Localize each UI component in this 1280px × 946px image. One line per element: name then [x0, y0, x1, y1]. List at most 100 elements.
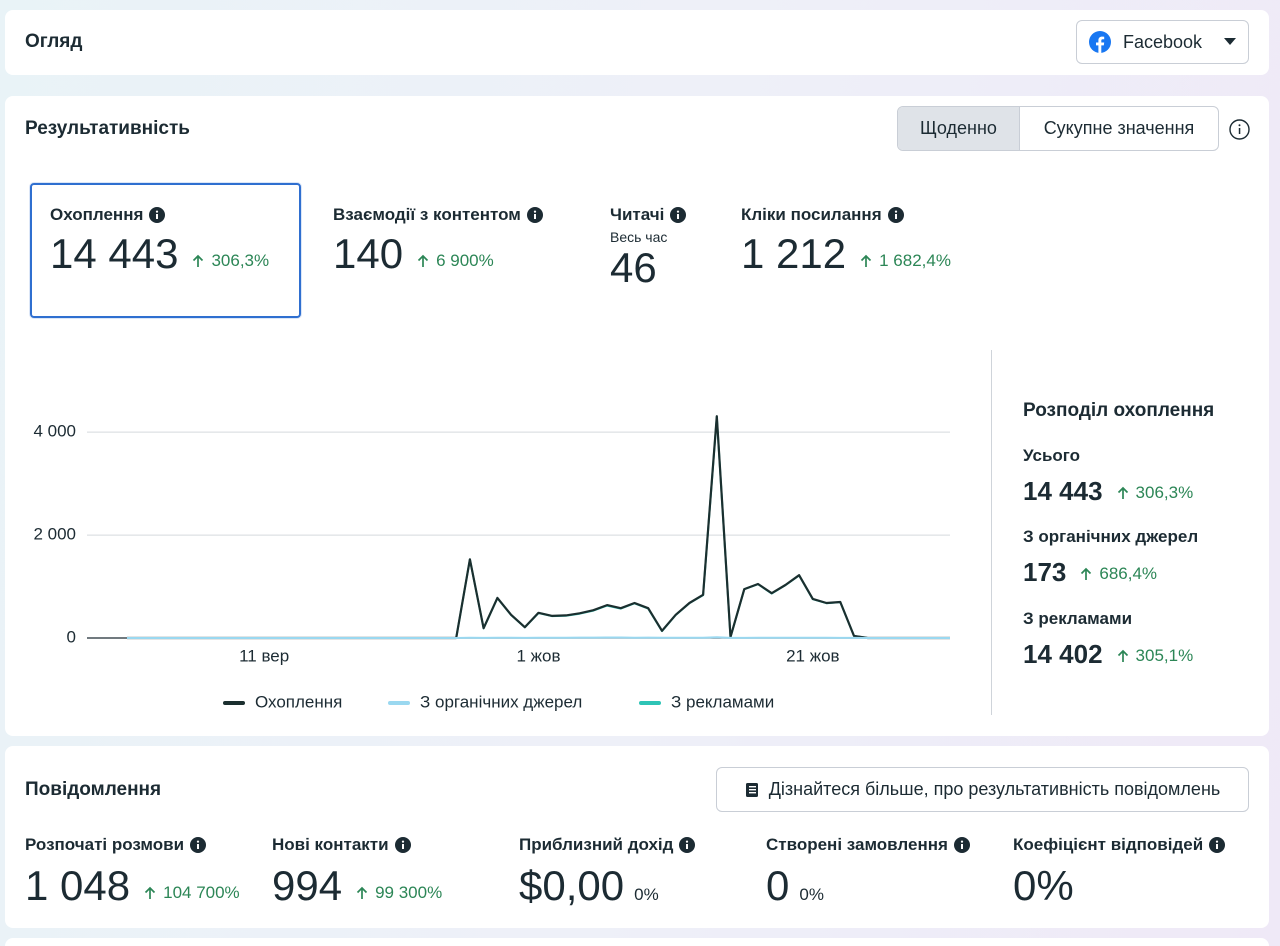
breakdown-item: Усього 14 443 306,3% [1023, 445, 1193, 507]
change-text: 305,1% [1135, 646, 1194, 665]
metric-change: 306,3% [192, 251, 269, 271]
metric-change: 0% [634, 885, 659, 904]
info-icon [954, 837, 970, 853]
breakdown-item: З рекламами 14 402 305,1% [1023, 608, 1193, 670]
metric-change: 1 682,4% [860, 251, 951, 271]
caret [1224, 38, 1237, 45]
book-icon [745, 782, 758, 797]
platform-name: Facebook [1123, 31, 1203, 52]
learn-more-button[interactable]: Дізнайтеся більше, про результативність … [716, 767, 1249, 812]
item-label: З рекламами [1023, 609, 1133, 628]
item-value: 14 402 [1023, 639, 1103, 669]
metric-value: 1 212 [741, 230, 847, 277]
item-value: 14 443 [1023, 476, 1103, 506]
item-change: 306,3% [1117, 483, 1194, 503]
metric: Нові контакти 994 99 300% [272, 834, 442, 910]
metric-label: Читачі [610, 204, 686, 226]
label-text: Кліки посилання [741, 205, 882, 224]
metric: Читачі Весь час 46 [610, 204, 686, 292]
toggle-cumulative[interactable]: Сукупне значення [1043, 118, 1195, 138]
metric-label: Взаємодії з контентом [333, 204, 543, 226]
series-line [127, 415, 950, 639]
metric-label: Приблизний дохід [519, 834, 695, 856]
metric: Охоплення 14 443 306,3% [50, 204, 269, 278]
info-icon [888, 207, 904, 223]
next-card [5, 938, 1269, 946]
performance-title: Результативність [25, 118, 190, 139]
info-icon [395, 837, 411, 853]
metric-change: 6 900% [417, 251, 494, 271]
item-label: Усього [1023, 446, 1081, 465]
metric-change: 99 300% [356, 883, 442, 903]
info-icon [679, 837, 695, 853]
metric-value: $0,00 [519, 862, 625, 909]
metric-sublabel: Весь час [610, 229, 668, 245]
button-text: Дізнайтеся більше, про результативність … [768, 779, 1221, 799]
metric: Коефіцієнт відповідей 0% [1013, 834, 1225, 910]
legend-label: З органічних джерел [420, 692, 582, 711]
metric: Створені замовлення 0 0% [766, 834, 970, 910]
label-text: Створені замовлення [766, 835, 948, 854]
facebook-icon [1089, 31, 1111, 53]
change-text: 6 900% [436, 251, 494, 270]
breakdown-item: З органічних джерел 173 686,4% [1023, 526, 1198, 588]
series-line [127, 415, 950, 640]
item-change: 686,4% [1080, 564, 1157, 584]
info-icon [1209, 837, 1225, 853]
change-text: 104 700% [163, 883, 240, 902]
selected-metric[interactable] [30, 183, 301, 318]
period-toggle: Щоденно Сукупне значення [897, 106, 1219, 151]
metric-label: Охоплення [50, 204, 269, 226]
metric: Приблизний дохід $0,00 0% [519, 834, 695, 910]
change-text: 686,4% [1099, 564, 1158, 583]
label-text: Коефіцієнт відповідей [1013, 835, 1204, 854]
info-icon [527, 207, 543, 223]
item-value: 173 [1023, 557, 1067, 587]
messages-title: Повідомлення [25, 779, 162, 800]
reach-chart: 0 2 000 4 000 11 вер 1 жов 21 жов Охоплення З о… [33, 415, 950, 711]
label-text: Приблизний дохід [519, 835, 674, 854]
x-tick-label: 11 вер [239, 646, 289, 665]
change-text: 99 300% [375, 883, 443, 902]
performance-card: Результативність Щоденно Сукупне значенн… [5, 96, 1269, 736]
metric-value: 140 [333, 230, 404, 277]
metric-label: Створені замовлення [766, 834, 970, 856]
change-text: 306,3% [211, 251, 270, 270]
toggle-daily[interactable]: Щоденно [898, 107, 1020, 150]
header-card: Огляд Facebook [5, 10, 1269, 75]
y-tick-label: 2 000 [33, 525, 76, 544]
y-tick-label: 4 000 [33, 422, 76, 441]
item-label: З органічних джерел [1023, 527, 1199, 546]
info-button[interactable] [1229, 119, 1250, 140]
label-text: Читачі [610, 205, 665, 224]
metric-label: Кліки посилання [741, 204, 951, 226]
item-change: 305,1% [1117, 646, 1194, 666]
info-icon [149, 207, 165, 223]
metric: Розпочаті розмови 1 048 104 700% [25, 834, 240, 910]
breakdown-title: Розподіл охоплення [1023, 400, 1215, 421]
label-text: Взаємодії з контентом [333, 205, 521, 224]
info-icon [670, 207, 686, 223]
platform-dropdown[interactable]: Facebook [1076, 20, 1249, 64]
metric-value: 1 048 [25, 862, 131, 909]
metric-change: 0% [799, 885, 824, 904]
divider [991, 350, 992, 715]
x-tick-label: 21 жов [786, 646, 840, 665]
metric: Кліки посилання 1 212 1 682,4% [741, 204, 951, 278]
label-text: Охоплення [50, 205, 144, 224]
metric-value: 0 [766, 862, 790, 909]
legend-label: Охоплення [255, 692, 342, 711]
metric-value: 0% [1013, 862, 1074, 909]
metric-change: 104 700% [144, 883, 240, 903]
legend-label: З рекламами [671, 692, 774, 711]
change-text: 306,3% [1135, 483, 1194, 502]
metric-label: Нові контакти [272, 834, 442, 856]
change-text: 1 682,4% [879, 251, 951, 270]
metric-label: Розпочаті розмови [25, 834, 240, 856]
metric-value: 46 [610, 244, 657, 291]
x-tick-label: 1 жов [516, 646, 560, 665]
series-line [127, 636, 950, 639]
header-title: Огляд [25, 31, 83, 52]
metric: Взаємодії з контентом 140 6 900% [333, 204, 543, 278]
